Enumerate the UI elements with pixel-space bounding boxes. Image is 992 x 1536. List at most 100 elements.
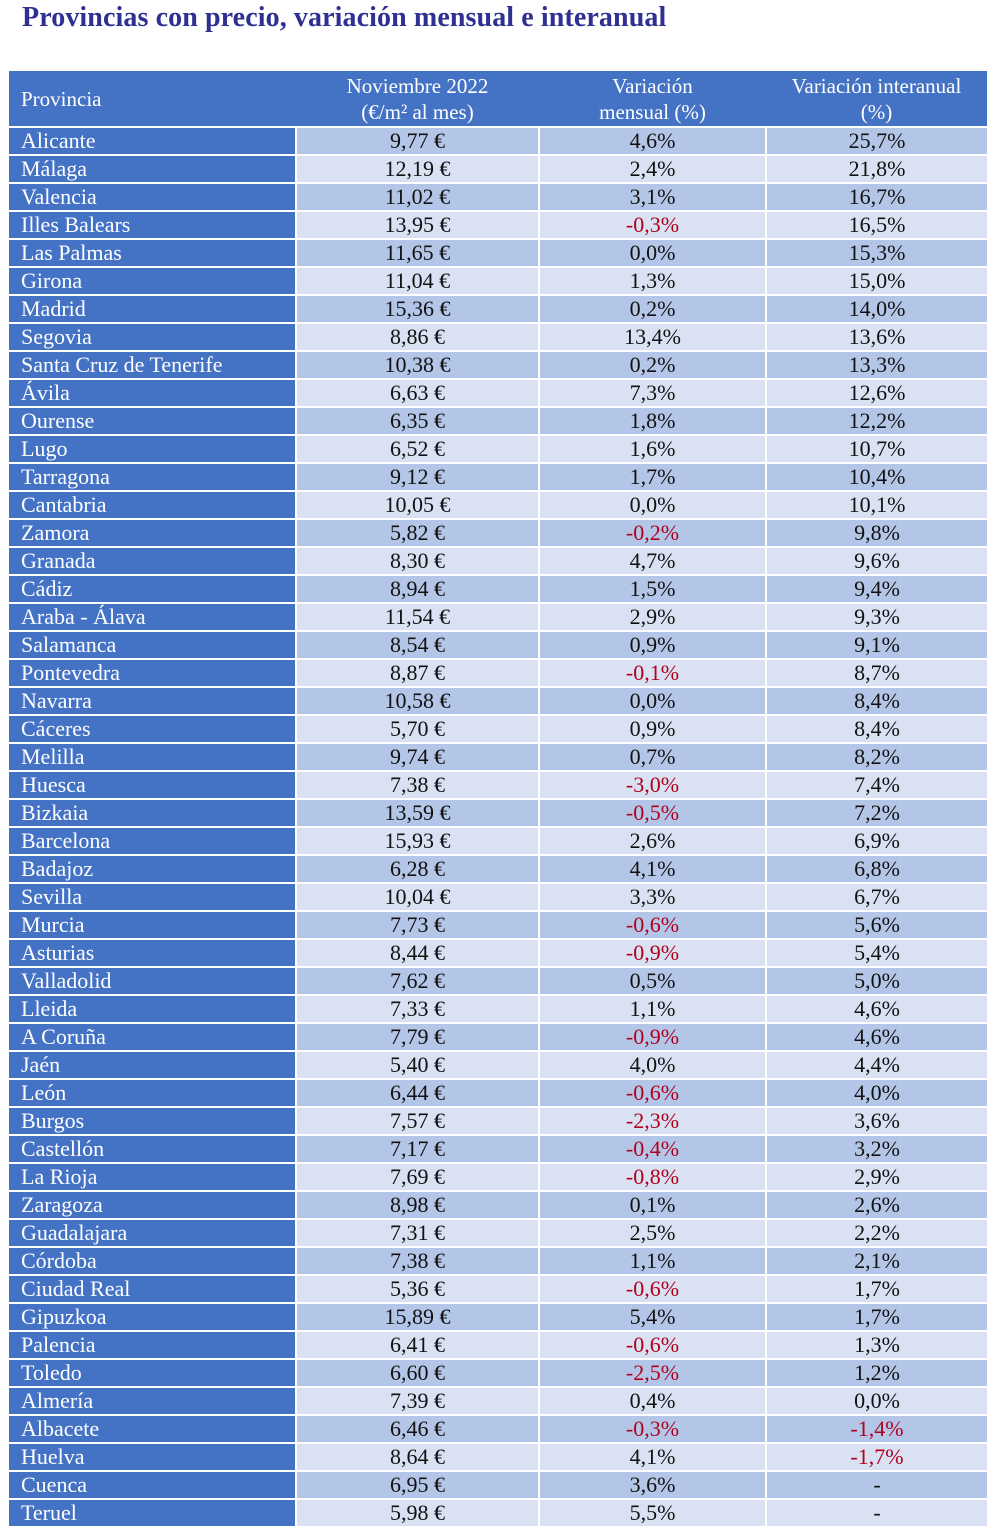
province-cell: Huelva [9,1442,296,1471]
monthly-variation-cell: 13,4% [538,322,766,351]
province-cell: Ávila [9,378,296,407]
table-row: Ourense 6,35 €1,8% 12,2% [9,406,987,435]
yearly-variation-cell: 4,4% [765,1050,987,1079]
monthly-variation-cell: 3,6% [538,1470,766,1499]
monthly-variation-cell: 1,8% [538,406,766,435]
yearly-variation-cell: 8,4% [765,714,987,743]
yearly-variation-cell: 2,1% [765,1246,987,1275]
monthly-variation-cell: -2,5% [538,1358,766,1387]
province-cell: Albacete [9,1414,296,1443]
yearly-variation-cell: 10,4% [765,462,987,491]
monthly-variation-cell: 5,4% [538,1302,766,1331]
province-cell: Huesca [9,770,296,799]
price-cell: 7,69 € [295,1162,539,1191]
price-cell: 13,59 € [295,798,539,827]
price-cell: 10,04 € [295,882,539,911]
monthly-variation-cell: 0,9% [538,714,766,743]
monthly-variation-cell: -0,5% [538,798,766,827]
monthly-variation-cell: -0,6% [538,1330,766,1359]
yearly-variation-cell: 9,3% [765,602,987,631]
price-cell: 8,64 € [295,1442,539,1471]
monthly-variation-cell: 0,9% [538,630,766,659]
price-cell: 9,77 € [295,126,539,155]
monthly-variation-cell: 5,5% [538,1498,766,1526]
table-row: Melilla 9,74 €0,7% 8,2% [9,742,987,771]
province-cell: Murcia [9,910,296,939]
yearly-variation-cell: 9,4% [765,574,987,603]
monthly-variation-cell: 0,4% [538,1386,766,1415]
monthly-variation-cell: -0,3% [538,210,766,239]
yearly-variation-cell: 8,7% [765,658,987,687]
monthly-variation-cell: -0,2% [538,518,766,547]
yearly-variation-cell: 6,7% [765,882,987,911]
price-cell: 10,58 € [295,686,539,715]
monthly-variation-cell: 4,6% [538,126,766,155]
province-cell: Almería [9,1386,296,1415]
monthly-variation-cell: 4,7% [538,546,766,575]
price-cell: 8,86 € [295,322,539,351]
table-row: Cáceres 5,70 €0,9% 8,4% [9,714,987,743]
table-row: Tarragona 9,12 €1,7% 10,4% [9,462,987,491]
table-row: Granada 8,30 €4,7% 9,6% [9,546,987,575]
price-cell: 6,28 € [295,854,539,883]
monthly-variation-cell: 2,4% [538,154,766,183]
province-cell: Araba - Álava [9,602,296,631]
price-cell: 9,12 € [295,462,539,491]
province-cell: Cuenca [9,1470,296,1499]
monthly-variation-cell: 2,5% [538,1218,766,1247]
price-cell: 7,73 € [295,910,539,939]
table-row: Bizkaia 13,59 € -0,5% 7,2% [9,798,987,827]
price-cell: 11,65 € [295,238,539,267]
table-row: Asturias 8,44 € -0,9% 5,4% [9,938,987,967]
price-cell: 7,17 € [295,1134,539,1163]
monthly-variation-cell: 0,0% [538,490,766,519]
yearly-variation-cell: 5,4% [765,938,987,967]
yearly-variation-cell: 12,2% [765,406,987,435]
table-row: León 6,44 € -0,6% 4,0% [9,1078,987,1107]
province-cell: Cantabria [9,490,296,519]
province-cell: Melilla [9,742,296,771]
province-cell: La Rioja [9,1162,296,1191]
yearly-variation-cell: 1,3% [765,1330,987,1359]
header-label: Noviembre 2022 [346,73,489,98]
monthly-variation-cell: -0,6% [538,1274,766,1303]
header-provincia: Provincia [9,71,296,127]
price-cell: 8,30 € [295,546,539,575]
yearly-variation-cell: 2,9% [765,1162,987,1191]
table-row: A Coruña 7,79 € -0,9% 4,6% [9,1022,987,1051]
province-cell: Palencia [9,1330,296,1359]
province-cell: Gipuzkoa [9,1302,296,1331]
table-row: Ciudad Real 5,36 € -0,6% 1,7% [9,1274,987,1303]
price-cell: 5,82 € [295,518,539,547]
monthly-variation-cell: -2,3% [538,1106,766,1135]
yearly-variation-cell: 10,7% [765,434,987,463]
price-cell: 6,44 € [295,1078,539,1107]
table-row: Barcelona 15,93 €2,6% 6,9% [9,826,987,855]
price-cell: 8,54 € [295,630,539,659]
table-row: Zaragoza 8,98 €0,1% 2,6% [9,1190,987,1219]
yearly-variation-cell: 5,6% [765,910,987,939]
monthly-variation-cell: -0,9% [538,938,766,967]
monthly-variation-cell: 0,7% [538,742,766,771]
price-cell: 7,31 € [295,1218,539,1247]
monthly-variation-cell: -0,4% [538,1134,766,1163]
price-cell: 15,89 € [295,1302,539,1331]
province-cell: Granada [9,546,296,575]
province-cell: Salamanca [9,630,296,659]
table-row: La Rioja 7,69 € -0,8% 2,9% [9,1162,987,1191]
monthly-variation-cell: 2,9% [538,602,766,631]
yearly-variation-cell: 0,0% [765,1386,987,1415]
province-cell: Valladolid [9,966,296,995]
price-cell: 6,63 € [295,378,539,407]
monthly-variation-cell: 1,1% [538,994,766,1023]
province-cell: Girona [9,266,296,295]
province-cell: Navarra [9,686,296,715]
price-cell: 15,93 € [295,826,539,855]
yearly-variation-cell: 12,6% [765,378,987,407]
monthly-variation-cell: 0,1% [538,1190,766,1219]
table-row: Castellón 7,17 € -0,4% 3,2% [9,1134,987,1163]
yearly-variation-cell: 8,2% [765,742,987,771]
yearly-variation-cell: 4,6% [765,1022,987,1051]
table-row: Sevilla 10,04 €3,3% 6,7% [9,882,987,911]
table-row: Cantabria 10,05 €0,0% 10,1% [9,490,987,519]
